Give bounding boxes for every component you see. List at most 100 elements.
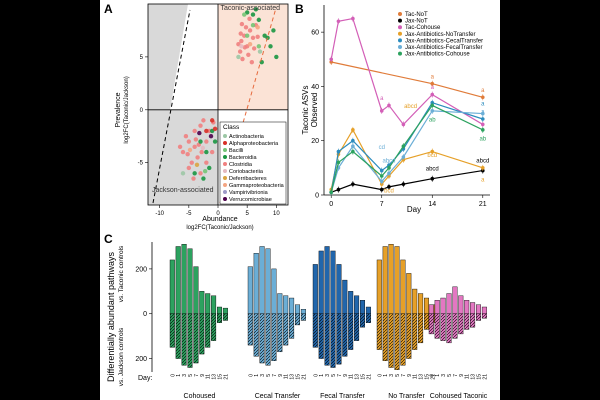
bar-down-hatch: [193, 313, 199, 364]
bar-down-hatch: [406, 313, 412, 359]
bar-down-hatch: [265, 313, 271, 366]
bar-down-hatch: [205, 313, 210, 348]
bar-down-hatch: [313, 313, 318, 348]
series-line: [330, 110, 483, 193]
day-tick-label: 21: [482, 374, 488, 380]
day-tick-label: 5: [331, 374, 337, 377]
day-tick-label: 21: [301, 374, 307, 380]
scatter-point: [268, 44, 273, 49]
bar-down-hatch: [211, 313, 216, 341]
day-tick-label: 7: [401, 374, 407, 377]
day-tick-label: 15: [425, 374, 431, 380]
scatter-point: [247, 42, 253, 47]
bar-up: [289, 297, 295, 314]
bar-down-hatch: [342, 313, 348, 357]
day-tick-label: 9: [407, 374, 413, 377]
day-tick-label: 13: [355, 374, 361, 380]
panel-a-letter: A: [104, 2, 113, 16]
bar-up: [169, 259, 175, 314]
y-tick-label: 5: [140, 55, 144, 61]
legend-box: [219, 121, 287, 205]
legend-swatch: [223, 176, 227, 180]
bar-down-hatch: [418, 313, 423, 343]
bar-up: [464, 300, 470, 314]
bar-down-hatch: [429, 313, 434, 334]
bar-up: [181, 244, 187, 314]
day-tick-label: 13: [290, 374, 296, 380]
legend-entry: Jax-Antibiotics-FecalTransfer: [405, 45, 482, 51]
scatter-point: [192, 144, 197, 150]
scatter-point: [251, 46, 257, 51]
bar-up: [187, 248, 193, 314]
bar-up: [283, 295, 289, 314]
legend-swatch: [223, 169, 227, 173]
scatter-point: [212, 139, 218, 144]
data-point: [387, 185, 391, 189]
scatter-point: [201, 176, 206, 181]
scatter-point: [242, 45, 248, 50]
y-axis-sublabel: log2FC(Taconic/Jackson): [124, 76, 130, 143]
data-point: [387, 166, 391, 170]
data-point: [387, 103, 391, 108]
bar-down-hatch: [440, 313, 446, 341]
day-tick-label: 7: [453, 374, 459, 377]
day-tick-label: 15: [218, 374, 224, 380]
significance-label: a: [481, 110, 485, 116]
data-point: [336, 19, 341, 24]
y-tick-label: 20: [311, 138, 319, 145]
scatter-point: [246, 52, 251, 57]
panel-c-letter: C: [104, 232, 113, 246]
day-tick-label: 1: [176, 374, 182, 377]
scatter-point: [198, 171, 203, 176]
significance-label: a: [481, 88, 485, 94]
data-point: [480, 117, 485, 121]
scatter-point: [250, 12, 256, 17]
scatter-point: [239, 44, 244, 49]
day-tick-label: 13: [471, 374, 477, 380]
y-tick-label: 200: [135, 356, 147, 363]
bar-down-hatch: [259, 313, 265, 364]
day-tick-label: 3: [182, 374, 188, 377]
data-point: [351, 16, 355, 21]
day-tick-label: 5: [395, 374, 401, 377]
data-point: [480, 166, 485, 170]
bar-down-hatch: [424, 313, 429, 330]
day-tick-label: 21: [430, 374, 436, 380]
day-tick-label: 5: [266, 374, 272, 377]
bar-down-hatch: [301, 313, 306, 321]
scatter-point: [255, 25, 260, 30]
bar-down-hatch: [400, 313, 406, 366]
data-point: [379, 179, 384, 184]
scatter-point: [180, 149, 186, 155]
x-axis-label: Day: [407, 205, 421, 214]
day-tick-label: 13: [212, 374, 218, 380]
bar-up: [452, 286, 458, 314]
day-tick-label: 11: [349, 374, 355, 379]
bar-up: [342, 279, 348, 314]
data-point: [336, 187, 341, 192]
scatter-point: [240, 56, 245, 62]
bar-down-hatch: [394, 313, 400, 370]
scatter-point: [204, 149, 209, 155]
legend-swatch: [223, 183, 227, 187]
data-point: [401, 144, 406, 148]
scatter-point: [256, 17, 262, 23]
bar-up: [481, 306, 487, 314]
group-label: No Transfer: [388, 393, 425, 400]
legend-entry: Verrucomicrobiae: [229, 197, 272, 203]
day-tick-label: 0: [248, 374, 254, 377]
y-axis-label: Taconic ASVs: [301, 86, 310, 135]
day-tick-label: 0: [429, 374, 435, 377]
bar-up: [271, 268, 277, 314]
day-tick-label: 7: [337, 374, 343, 377]
data-point: [351, 149, 355, 154]
scatter-point: [195, 155, 200, 160]
bar-up: [193, 266, 199, 314]
scatter-point: [257, 49, 263, 54]
group-label: Cecal Transfer: [255, 393, 301, 400]
bar-up: [428, 304, 434, 314]
scatter-point: [249, 59, 255, 65]
scatter-point: [242, 12, 247, 17]
panel-b-letter: B: [295, 2, 304, 16]
bar-up: [400, 259, 406, 314]
